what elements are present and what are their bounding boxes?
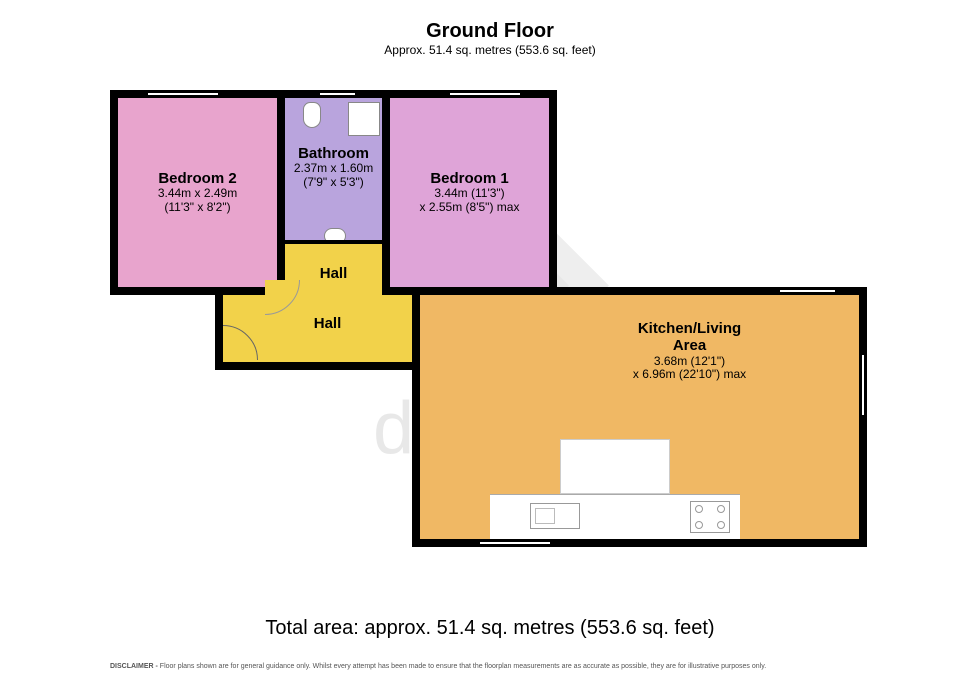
toilet-icon [303,102,321,128]
disclaimer-label: DISCLAIMER - [110,663,158,670]
room-hall-upper-name: Hall [320,265,348,282]
floor-title: Ground Floor [0,20,980,43]
kitchen-counter-icon [490,494,740,539]
room-bedroom1: Bedroom 1 3.44m (11'3") x 2.55m (8'5") m… [382,90,557,295]
room-bathroom-name: Bathroom [298,145,369,162]
window-icon [480,541,550,545]
header: Ground Floor Approx. 51.4 sq. metres (55… [0,0,980,57]
door-icon [188,325,258,395]
window-icon [861,355,865,415]
room-bedroom2-dims-imperial: (11'3" x 8'2") [164,201,230,215]
room-kitchen-name: Kitchen/LivingArea [633,320,746,355]
room-kitchen: Kitchen/LivingArea 3.68m (12'1") x 6.96m… [412,287,867,547]
total-area-footer: Total area: approx. 51.4 sq. metres (553… [0,617,980,640]
kitchen-sink-icon [530,503,580,529]
room-bedroom1-name: Bedroom 1 [430,170,508,187]
wall-segment [215,362,420,370]
shower-icon [348,102,380,136]
room-kitchen-dims-metric: 3.68m (12'1") [633,355,746,369]
kitchen-island-icon [560,439,670,494]
room-bedroom2: Bedroom 2 3.44m x 2.49m (11'3" x 8'2") [110,90,285,295]
room-bedroom2-name: Bedroom 2 [158,170,236,187]
hall-connector [285,287,382,303]
disclaimer: DISCLAIMER - Floor plans shown are for g… [110,663,870,670]
room-bathroom-dims-metric: 2.37m x 1.60m [294,162,373,176]
floor-subtitle: Approx. 51.4 sq. metres (553.6 sq. feet) [0,43,980,57]
room-bedroom1-dims-imperial: x 2.55m (8'5") max [420,201,520,215]
window-icon [320,92,355,96]
room-kitchen-dims-imperial: x 6.96m (22'10") max [633,368,746,382]
window-icon [148,92,218,96]
room-bedroom1-dims-metric: 3.44m (11'3") [434,187,504,201]
wall-segment [110,287,223,295]
room-bathroom: Bathroom 2.37m x 1.60m (7'9" x 5'3") [277,90,390,252]
hob-icon [690,501,730,533]
room-bedroom2-dims-metric: 3.44m x 2.49m [158,187,237,201]
window-icon [780,289,835,293]
window-icon [450,92,520,96]
room-bathroom-dims-imperial: (7'9" x 5'3") [303,176,363,190]
disclaimer-text: Floor plans shown are for general guidan… [160,663,766,670]
room-hall-lower-name: Hall [314,315,342,332]
floorplan-canvas: Bedroom 2 3.44m x 2.49m (11'3" x 8'2") B… [110,90,870,550]
